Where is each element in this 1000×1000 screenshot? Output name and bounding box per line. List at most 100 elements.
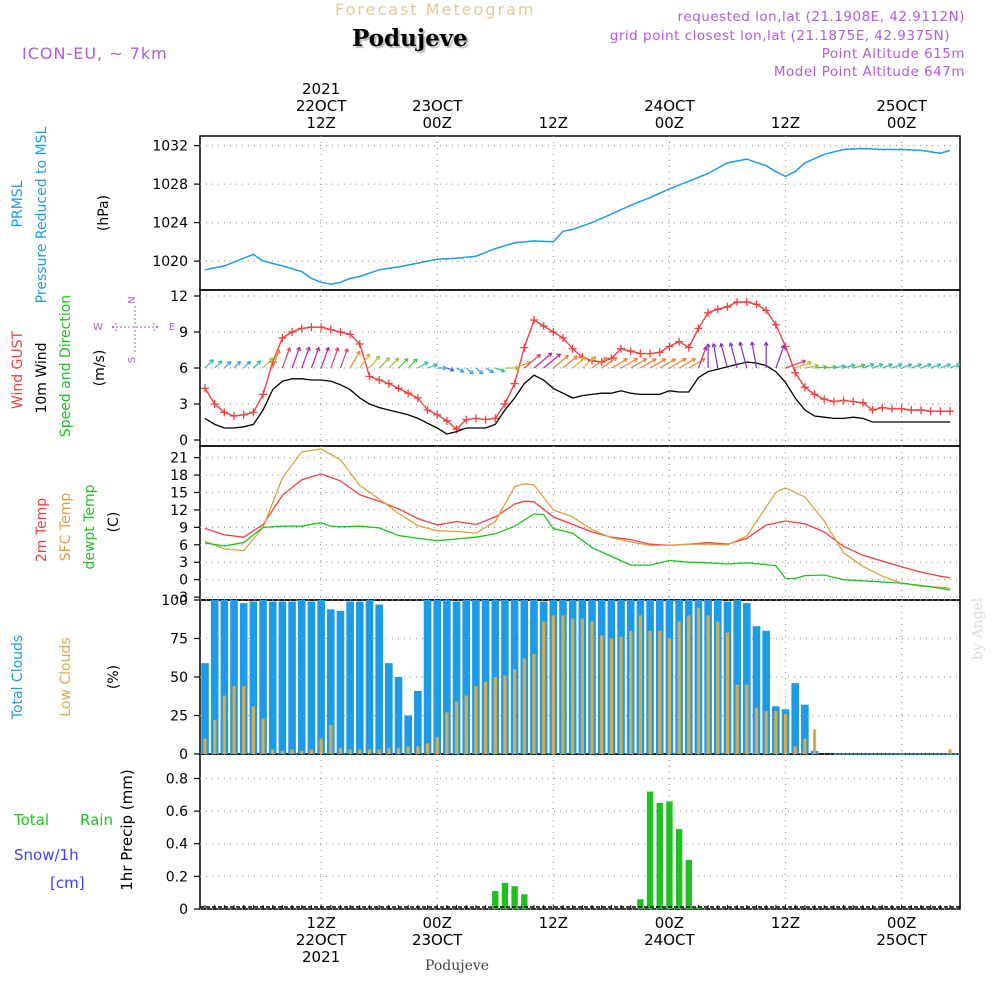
wind-arrow-head: [671, 358, 676, 363]
gust-point: [423, 406, 432, 414]
wind-arrow: [262, 357, 274, 369]
low-cloud-bar: [648, 630, 652, 754]
ytick-label-precip: 0.8: [166, 771, 188, 787]
total-cloud-bar: [201, 663, 209, 754]
gust-point: [355, 340, 364, 348]
wind-arrow-head: [547, 352, 553, 357]
top-time-label: 12Z: [771, 114, 800, 132]
wind-arrow-head: [946, 363, 951, 368]
gust-point: [878, 403, 887, 412]
total-cloud-bar: [752, 626, 761, 754]
gust-point: [491, 414, 500, 423]
ytick-label-precip: 0.2: [166, 869, 188, 885]
wind-arrow-head: [711, 343, 717, 348]
wind-arrow: [678, 358, 696, 369]
low-cloud-bar: [348, 749, 352, 754]
wind-arrow: [446, 367, 455, 372]
gust-point: [694, 324, 703, 333]
wind-arrow-head: [449, 367, 455, 372]
pressure-label-2: Pressure Reduced to MSL: [34, 126, 50, 303]
low-cloud-bar: [677, 621, 681, 754]
ytick-label-temp: 6: [179, 538, 188, 554]
bottom-time-label: 12Z: [539, 914, 568, 932]
rain-bar: [666, 801, 673, 909]
low-cloud-bar: [812, 729, 817, 754]
bottom-time-label: 25OCT: [876, 931, 927, 949]
wind-arrow-head: [878, 363, 884, 368]
wind-arrow-head: [246, 360, 252, 366]
gust-line: [204, 301, 950, 431]
low-cloud-bar: [542, 621, 546, 754]
wind-arrow: [630, 358, 648, 369]
wind-arrow: [930, 363, 942, 369]
wind-arrow: [882, 363, 893, 369]
low-cloud-bar: [580, 618, 584, 754]
wind-arrow: [514, 361, 531, 369]
rain-bar: [675, 829, 683, 909]
gust-point: [926, 407, 935, 416]
gust-point: [839, 396, 848, 405]
wind-arrow: [611, 358, 628, 369]
wind-arrow: [739, 341, 748, 369]
wind-arrow-head: [936, 363, 942, 368]
wind-arrow: [843, 364, 856, 369]
wind-arrow: [751, 341, 758, 369]
low-cloud-bar: [338, 747, 343, 754]
wind-arrow: [697, 346, 707, 369]
bottom-time-label: 12Z: [306, 914, 335, 932]
wind-arrow: [601, 356, 618, 369]
ytick-label-wind: 9: [179, 325, 188, 341]
wind-arrow: [940, 363, 951, 369]
wind-arrow: [572, 356, 587, 369]
gust-point: [336, 328, 345, 336]
ytick-label-wind: 6: [179, 361, 188, 377]
gust-point: [617, 344, 626, 353]
gust-point: [326, 325, 335, 334]
low-cloud-bar: [396, 747, 401, 754]
ytick-label-temp: 15: [170, 485, 188, 501]
low-cloud-bar: [319, 738, 323, 754]
low-cloud-bar: [503, 675, 507, 754]
top-time-label: 2021: [302, 80, 340, 98]
wind-arrow-head: [661, 358, 667, 363]
low-cloud-bar: [561, 615, 565, 754]
wind-arrow: [427, 363, 438, 369]
low-cloud-bar: [696, 607, 701, 754]
wind-arrow: [688, 358, 706, 369]
wind-arrow: [495, 367, 506, 373]
dewpt-line: [204, 513, 951, 591]
wind-arrow-head: [573, 355, 578, 361]
gust-point: [433, 410, 442, 419]
low-cloud-bar: [280, 750, 285, 754]
wind-arrow: [620, 357, 638, 369]
wind-arrow: [712, 343, 719, 369]
wind-arrow-head: [315, 346, 321, 352]
ytick-label-clouds: 100: [161, 593, 188, 609]
panel-frame-temp: [199, 445, 961, 601]
low-cloud-bar: [571, 618, 575, 754]
wind-arrow: [378, 357, 390, 369]
wind-arrow-head: [801, 359, 807, 365]
wind-arrow: [794, 361, 812, 369]
wind-arrow: [729, 342, 738, 369]
wind-label-gust: Wind GUST: [10, 330, 26, 409]
compass-e: E: [169, 322, 175, 333]
ytick-label-pressure: 1020: [152, 254, 188, 270]
precip-axis-label: 1hr Precip (mm): [118, 769, 136, 890]
low-cloud-bar: [213, 720, 217, 754]
gust-point: [239, 410, 248, 419]
cloud-label-total: Total Clouds: [10, 635, 26, 720]
wind-arrow: [901, 363, 912, 369]
low-cloud-bar: [358, 749, 362, 754]
temp-label-dewpt: dewpt Temp: [82, 484, 98, 569]
wind-arrow-head: [917, 363, 922, 368]
wind-arrow: [301, 346, 310, 369]
cloud-unit: (%): [106, 665, 122, 689]
low-cloud-bar: [513, 669, 517, 754]
wind-arrow-head: [403, 357, 409, 363]
gust-point: [946, 407, 954, 416]
gust-point: [752, 300, 761, 309]
wind-arrow: [398, 358, 409, 369]
low-cloud-bar: [232, 686, 236, 754]
wind-arrow: [310, 347, 320, 369]
